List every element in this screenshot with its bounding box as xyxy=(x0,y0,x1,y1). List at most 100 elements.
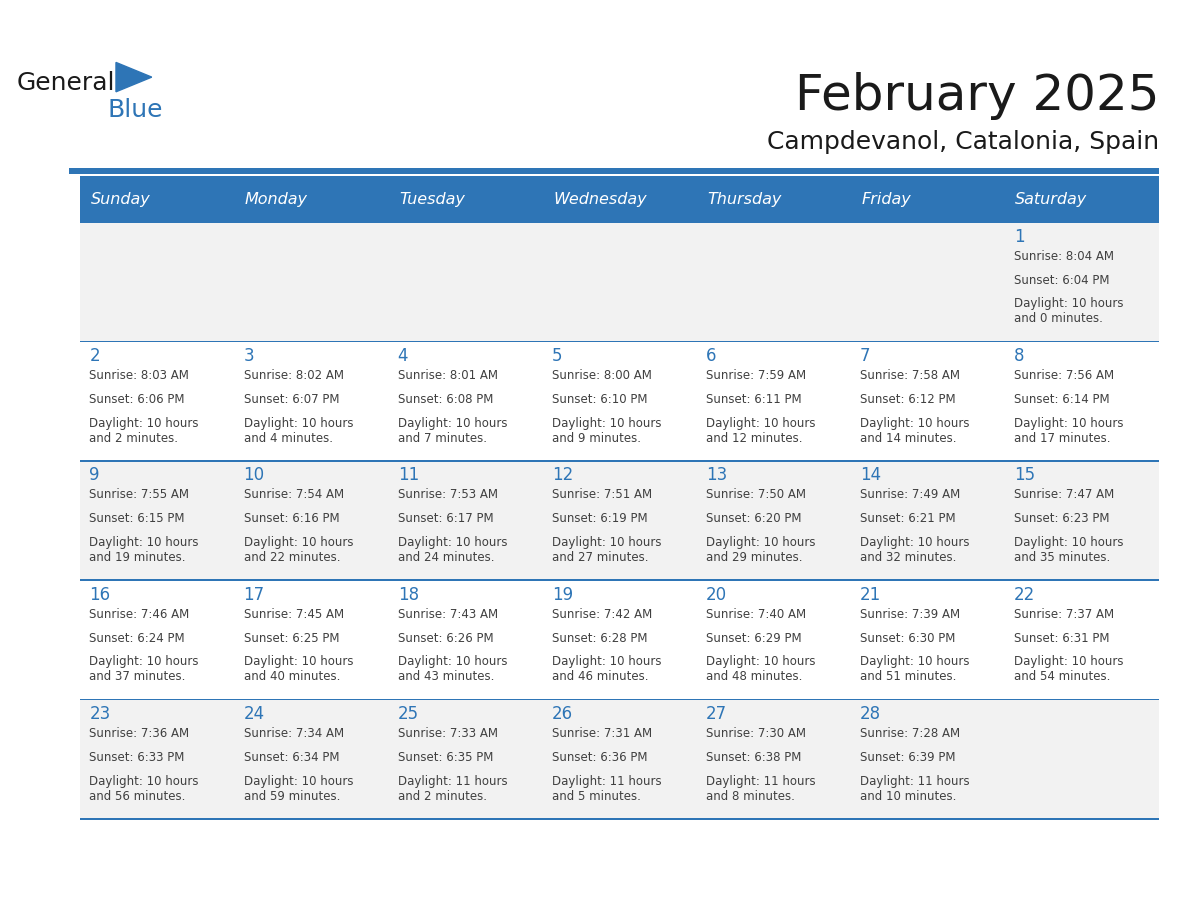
Text: 15: 15 xyxy=(1015,466,1036,485)
Text: Sunrise: 7:31 AM: Sunrise: 7:31 AM xyxy=(552,727,652,740)
FancyBboxPatch shape xyxy=(388,461,543,580)
Text: Daylight: 10 hours
and 54 minutes.: Daylight: 10 hours and 54 minutes. xyxy=(1015,655,1124,684)
Text: Monday: Monday xyxy=(245,192,308,207)
Text: Sunset: 6:06 PM: Sunset: 6:06 PM xyxy=(89,393,185,406)
FancyBboxPatch shape xyxy=(851,461,1005,580)
Text: Daylight: 10 hours
and 46 minutes.: Daylight: 10 hours and 46 minutes. xyxy=(552,655,662,684)
FancyBboxPatch shape xyxy=(696,461,851,580)
Text: Sunrise: 7:43 AM: Sunrise: 7:43 AM xyxy=(398,608,498,621)
Text: Sunset: 6:12 PM: Sunset: 6:12 PM xyxy=(860,393,955,406)
Text: Sunrise: 7:30 AM: Sunrise: 7:30 AM xyxy=(706,727,805,740)
Text: Daylight: 10 hours
and 35 minutes.: Daylight: 10 hours and 35 minutes. xyxy=(1015,536,1124,565)
Text: Sunrise: 7:55 AM: Sunrise: 7:55 AM xyxy=(89,488,189,501)
Text: Daylight: 10 hours
and 29 minutes.: Daylight: 10 hours and 29 minutes. xyxy=(706,536,815,565)
Text: 27: 27 xyxy=(706,705,727,723)
FancyBboxPatch shape xyxy=(81,461,234,580)
Text: Daylight: 10 hours
and 40 minutes.: Daylight: 10 hours and 40 minutes. xyxy=(244,655,353,684)
Text: 26: 26 xyxy=(552,705,573,723)
Text: 3: 3 xyxy=(244,347,254,365)
Text: Sunset: 6:15 PM: Sunset: 6:15 PM xyxy=(89,512,185,525)
Text: Daylight: 10 hours
and 51 minutes.: Daylight: 10 hours and 51 minutes. xyxy=(860,655,969,684)
Text: Sunset: 6:31 PM: Sunset: 6:31 PM xyxy=(1015,632,1110,644)
FancyBboxPatch shape xyxy=(851,341,1005,461)
Text: Sunset: 6:36 PM: Sunset: 6:36 PM xyxy=(552,751,647,764)
Text: Daylight: 10 hours
and 9 minutes.: Daylight: 10 hours and 9 minutes. xyxy=(552,417,662,445)
Text: Sunset: 6:34 PM: Sunset: 6:34 PM xyxy=(244,751,339,764)
Text: 8: 8 xyxy=(1015,347,1025,365)
FancyBboxPatch shape xyxy=(543,461,696,580)
FancyBboxPatch shape xyxy=(543,700,696,819)
Text: 6: 6 xyxy=(706,347,716,365)
FancyBboxPatch shape xyxy=(1005,222,1159,341)
FancyBboxPatch shape xyxy=(851,700,1005,819)
Text: Sunrise: 7:37 AM: Sunrise: 7:37 AM xyxy=(1015,608,1114,621)
Text: Tuesday: Tuesday xyxy=(399,192,465,207)
Text: Sunset: 6:24 PM: Sunset: 6:24 PM xyxy=(89,632,185,644)
Text: 9: 9 xyxy=(89,466,100,485)
Text: Sunrise: 7:51 AM: Sunrise: 7:51 AM xyxy=(552,488,652,501)
Text: Sunrise: 7:42 AM: Sunrise: 7:42 AM xyxy=(552,608,652,621)
Text: 17: 17 xyxy=(244,586,265,604)
FancyBboxPatch shape xyxy=(81,579,1159,581)
Text: 10: 10 xyxy=(244,466,265,485)
Text: Sunrise: 7:39 AM: Sunrise: 7:39 AM xyxy=(860,608,960,621)
Text: Sunset: 6:16 PM: Sunset: 6:16 PM xyxy=(244,512,340,525)
Text: Daylight: 11 hours
and 8 minutes.: Daylight: 11 hours and 8 minutes. xyxy=(706,775,816,803)
Text: Sunrise: 7:50 AM: Sunrise: 7:50 AM xyxy=(706,488,805,501)
Text: Sunset: 6:11 PM: Sunset: 6:11 PM xyxy=(706,393,802,406)
Text: 5: 5 xyxy=(552,347,562,365)
Text: General: General xyxy=(17,71,115,95)
Text: Sunset: 6:38 PM: Sunset: 6:38 PM xyxy=(706,751,802,764)
Text: Sunrise: 7:49 AM: Sunrise: 7:49 AM xyxy=(860,488,960,501)
Text: Sunset: 6:23 PM: Sunset: 6:23 PM xyxy=(1015,512,1110,525)
Text: 19: 19 xyxy=(552,586,573,604)
FancyBboxPatch shape xyxy=(543,580,696,700)
FancyBboxPatch shape xyxy=(81,460,1159,462)
Text: 25: 25 xyxy=(398,705,419,723)
FancyBboxPatch shape xyxy=(696,176,851,222)
Text: Sunset: 6:21 PM: Sunset: 6:21 PM xyxy=(860,512,955,525)
FancyBboxPatch shape xyxy=(234,700,388,819)
Text: 20: 20 xyxy=(706,586,727,604)
FancyBboxPatch shape xyxy=(1005,341,1159,461)
Text: Sunrise: 7:53 AM: Sunrise: 7:53 AM xyxy=(398,488,498,501)
FancyBboxPatch shape xyxy=(234,222,388,341)
Text: Campdevanol, Catalonia, Spain: Campdevanol, Catalonia, Spain xyxy=(767,130,1159,154)
FancyBboxPatch shape xyxy=(388,222,543,341)
FancyBboxPatch shape xyxy=(388,341,543,461)
Text: Sunset: 6:39 PM: Sunset: 6:39 PM xyxy=(860,751,955,764)
Text: Sunset: 6:20 PM: Sunset: 6:20 PM xyxy=(706,512,802,525)
Text: Sunrise: 7:46 AM: Sunrise: 7:46 AM xyxy=(89,608,190,621)
Text: 2: 2 xyxy=(89,347,100,365)
Text: Sunrise: 7:34 AM: Sunrise: 7:34 AM xyxy=(244,727,343,740)
Text: 18: 18 xyxy=(398,586,419,604)
FancyBboxPatch shape xyxy=(1005,580,1159,700)
Text: Daylight: 10 hours
and 12 minutes.: Daylight: 10 hours and 12 minutes. xyxy=(706,417,815,445)
FancyBboxPatch shape xyxy=(388,700,543,819)
Text: Daylight: 10 hours
and 17 minutes.: Daylight: 10 hours and 17 minutes. xyxy=(1015,417,1124,445)
Text: Daylight: 10 hours
and 24 minutes.: Daylight: 10 hours and 24 minutes. xyxy=(398,536,507,565)
Text: February 2025: February 2025 xyxy=(795,73,1159,120)
FancyBboxPatch shape xyxy=(851,222,1005,341)
Text: Sunset: 6:07 PM: Sunset: 6:07 PM xyxy=(244,393,339,406)
FancyBboxPatch shape xyxy=(81,176,234,222)
FancyBboxPatch shape xyxy=(81,818,1159,820)
Text: Sunrise: 7:36 AM: Sunrise: 7:36 AM xyxy=(89,727,190,740)
FancyBboxPatch shape xyxy=(81,221,1159,223)
Text: Daylight: 10 hours
and 22 minutes.: Daylight: 10 hours and 22 minutes. xyxy=(244,536,353,565)
Text: Sunday: Sunday xyxy=(90,192,151,207)
Text: Sunset: 6:26 PM: Sunset: 6:26 PM xyxy=(398,632,493,644)
FancyBboxPatch shape xyxy=(388,176,543,222)
FancyBboxPatch shape xyxy=(81,175,1159,177)
Text: 16: 16 xyxy=(89,586,110,604)
Text: Sunset: 6:10 PM: Sunset: 6:10 PM xyxy=(552,393,647,406)
Text: Daylight: 10 hours
and 19 minutes.: Daylight: 10 hours and 19 minutes. xyxy=(89,536,198,565)
Text: Sunset: 6:30 PM: Sunset: 6:30 PM xyxy=(860,632,955,644)
Text: Daylight: 11 hours
and 10 minutes.: Daylight: 11 hours and 10 minutes. xyxy=(860,775,969,803)
Text: Daylight: 10 hours
and 0 minutes.: Daylight: 10 hours and 0 minutes. xyxy=(1015,297,1124,326)
Text: 13: 13 xyxy=(706,466,727,485)
Text: Daylight: 10 hours
and 56 minutes.: Daylight: 10 hours and 56 minutes. xyxy=(89,775,198,803)
Text: 23: 23 xyxy=(89,705,110,723)
Text: Sunset: 6:28 PM: Sunset: 6:28 PM xyxy=(552,632,647,644)
FancyBboxPatch shape xyxy=(81,700,234,819)
